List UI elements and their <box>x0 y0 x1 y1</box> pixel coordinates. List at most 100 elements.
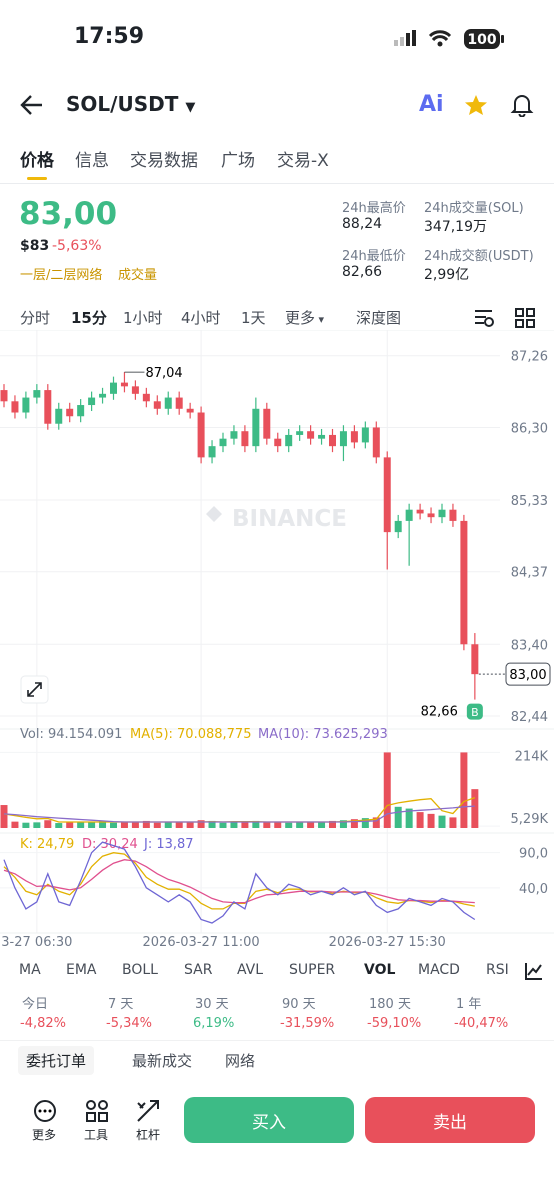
stat-value: 2,99亿 <box>424 267 470 283</box>
period-tab[interactable]: 15分 <box>71 309 107 327</box>
buy-marker-bg <box>466 703 483 720</box>
volume-bar <box>153 822 161 828</box>
indicator-tab[interactable]: MA <box>19 962 41 978</box>
candle-body <box>66 408 74 417</box>
indicator-settings[interactable] <box>524 961 544 981</box>
sell-button[interactable]: 卖出 <box>365 1097 535 1143</box>
indicator-tab[interactable]: EMA <box>66 962 97 978</box>
candle-body <box>55 408 63 424</box>
volume-bar <box>66 821 74 828</box>
pair-selector[interactable]: SOL/USDT ▼ <box>66 92 196 116</box>
favorite-star[interactable] <box>464 94 488 116</box>
volume-bar <box>197 820 205 828</box>
period-label: 今日 <box>22 997 49 1012</box>
volume-bar <box>449 817 457 828</box>
period-return: -5,34% <box>106 1016 152 1031</box>
period-return: -4,82% <box>20 1016 66 1031</box>
volume-bar <box>361 818 369 828</box>
volume-bar <box>252 820 260 828</box>
tab[interactable]: 价格 <box>20 151 54 171</box>
volume-bar <box>263 822 271 828</box>
candle-body <box>274 438 282 447</box>
ma-line <box>3 796 476 823</box>
tag[interactable]: 一层/二层网络 <box>20 268 103 283</box>
x-tick-label: 2026-03-27 15:30 <box>329 935 446 950</box>
candle-body <box>296 431 304 435</box>
candle-body <box>285 434 293 447</box>
tool-label[interactable]: 杠杆 <box>136 1128 161 1142</box>
candle-body <box>318 434 326 439</box>
candle-body <box>416 509 424 514</box>
tab[interactable]: 信息 <box>75 151 109 171</box>
kdj-line <box>3 852 475 910</box>
candle-body <box>142 393 150 402</box>
volume-bar <box>99 820 107 828</box>
candle-body <box>449 509 457 521</box>
divider <box>0 183 554 184</box>
period-tab[interactable]: 1天 <box>241 309 266 327</box>
candle-body <box>164 397 172 409</box>
tab[interactable]: 交易-X <box>277 151 329 171</box>
indicator-tab[interactable]: AVL <box>237 962 264 978</box>
tool-label[interactable]: 工具 <box>84 1128 109 1142</box>
y-tick-label: 84,37 <box>511 566 548 581</box>
period-tab[interactable]: 4小时 <box>181 309 221 327</box>
period-tab[interactable]: 更多 ▾ <box>285 309 325 327</box>
kdj-legend: J: 13,87 <box>143 837 194 852</box>
volume-bar <box>142 820 150 828</box>
candle-body <box>131 386 139 394</box>
chart-settings-icons[interactable] <box>474 307 544 329</box>
candle-body <box>77 405 85 417</box>
candle-body <box>197 412 205 458</box>
tab[interactable]: 交易数据 <box>130 151 198 171</box>
indicator-tab[interactable]: SUPER <box>289 962 336 978</box>
order-tab[interactable]: 委托订单 <box>18 1046 95 1075</box>
candle-body <box>471 644 479 675</box>
volume-bar <box>339 820 347 828</box>
stat-label: 24h成交量(SOL) <box>424 201 524 216</box>
candle-body <box>219 438 227 447</box>
candle-body <box>88 397 96 406</box>
candle-body <box>33 390 41 398</box>
period-tab[interactable]: 深度图 <box>356 309 402 327</box>
volume-bar <box>110 822 117 828</box>
candle-body <box>175 397 183 409</box>
candle-body <box>208 446 216 458</box>
volume-bar <box>77 822 85 828</box>
ma-legend: MA(5): 70.088,775 <box>130 727 251 742</box>
alert-bell[interactable] <box>510 93 534 117</box>
active-tab-indicator <box>27 177 47 180</box>
back-button[interactable] <box>20 94 44 116</box>
period-tab[interactable]: 分时 <box>20 309 51 327</box>
usd-price: $83 <box>20 238 50 254</box>
candle-body <box>427 513 435 518</box>
period-return: -40,47% <box>454 1016 509 1031</box>
period-tab[interactable]: 1小时 <box>123 309 163 327</box>
buy-button[interactable]: 买入 <box>184 1097 354 1143</box>
indicator-tab[interactable]: RSI <box>486 962 509 978</box>
tool-label[interactable]: 更多 <box>32 1128 57 1142</box>
volume-bar <box>88 821 96 828</box>
indicator-tab[interactable]: MACD <box>418 962 460 978</box>
max-marker-label: 87,04 <box>145 366 182 381</box>
kdj-line <box>3 859 475 904</box>
indicator-tab[interactable]: VOL <box>364 962 396 978</box>
indicator-tab[interactable]: SAR <box>184 962 213 978</box>
tool-icons <box>34 1100 159 1122</box>
candle-body <box>460 520 468 645</box>
period-label: 1 年 <box>456 997 482 1012</box>
order-tab[interactable]: 最新成交 <box>132 1052 193 1070</box>
volume-bar <box>329 820 336 828</box>
last-price-box <box>505 662 551 686</box>
candle-body <box>307 431 315 439</box>
order-tab[interactable]: 网络 <box>225 1052 256 1070</box>
ai-button[interactable]: Ai <box>419 92 444 117</box>
tag[interactable]: 成交量 <box>118 268 158 283</box>
volume-bar <box>219 822 227 828</box>
ma-line <box>3 805 475 823</box>
tab[interactable]: 广场 <box>221 151 255 171</box>
volume-bar <box>427 813 435 828</box>
min-marker-label: 82,66 <box>421 705 458 720</box>
indicator-tab[interactable]: BOLL <box>122 962 158 978</box>
